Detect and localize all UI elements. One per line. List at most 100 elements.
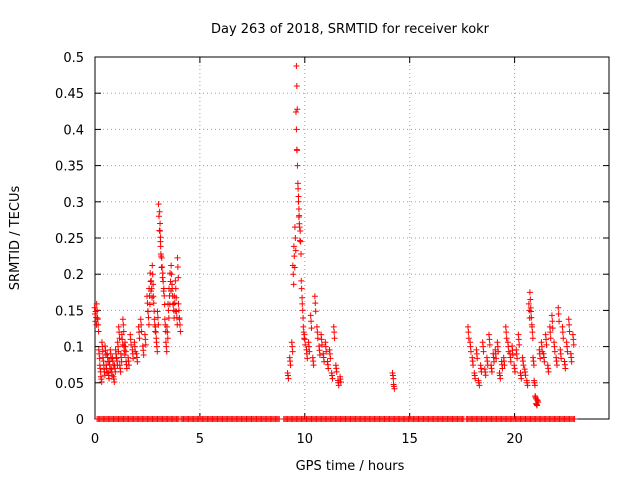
data-point [465,335,472,342]
data-point [486,341,493,348]
data-point [314,329,321,336]
data-point [502,323,509,330]
data-point [538,339,545,346]
data-point [495,348,502,355]
data-point [141,331,148,338]
data-point [542,331,549,338]
y-tick-label: 0.45 [55,87,84,102]
data-point [532,392,539,399]
y-axis-label: SRMTID / TECUs [8,186,23,291]
data-point [334,377,341,384]
data-point [165,315,172,322]
y-tick-label: 0.5 [63,51,84,66]
data-point [299,300,306,307]
data-point [298,277,305,284]
data-point [553,354,560,361]
data-point [519,354,526,361]
data-point [515,331,522,338]
data-point [497,375,504,382]
data-point [136,335,143,342]
data-point [114,339,121,346]
data-point [101,366,108,373]
data-point [170,300,177,307]
data-point [122,339,129,346]
y-tick-label: 0.2 [63,268,84,283]
data-point [527,296,534,303]
data-point [99,348,106,355]
data-point [157,227,164,234]
data-point [174,254,181,261]
data-point [154,308,161,315]
data-point [304,355,311,362]
y-tick-label: 0.25 [55,232,84,247]
data-point [168,271,175,278]
data-point [467,348,474,355]
data-point [164,329,171,336]
data-point [559,329,566,336]
data-point [322,339,329,346]
data-point [175,274,182,281]
data-point [337,378,344,385]
data-point [125,362,132,369]
data-point [297,227,304,234]
data-point [145,314,152,321]
data-point [98,378,105,385]
data-point [299,294,306,301]
data-point [390,381,397,388]
data-point [145,321,152,328]
data-point [520,362,527,369]
data-point [312,308,319,315]
data-point [167,270,174,277]
data-point [288,339,295,346]
data-point [294,147,301,154]
data-point [328,369,335,376]
data-point [555,304,562,311]
data-point [529,329,536,336]
data-point [295,198,302,205]
data-point [117,368,124,375]
data-point [293,126,300,133]
data-point [292,235,299,241]
data-point [110,373,117,380]
data-point [318,331,325,338]
data-point [93,300,100,307]
data-point [149,271,156,278]
data-point [526,289,533,296]
data-point [298,251,305,258]
data-point [568,358,575,365]
data-point [503,329,510,336]
data-point [116,362,123,369]
data-point [534,396,541,403]
data-point [562,365,569,372]
data-point [160,278,167,285]
data-point [467,339,474,346]
data-point [482,372,489,379]
data-point [316,343,323,350]
data-point [289,348,296,355]
data-point [155,201,162,208]
data-point [106,375,113,382]
data-point [471,369,478,376]
data-point [290,243,297,250]
data-point [116,335,123,342]
data-point [544,362,551,369]
data-point [472,375,479,382]
data-point [529,335,536,342]
data-point [122,348,129,355]
data-point [323,348,330,355]
data-point [120,328,127,335]
data-point [549,325,556,332]
data-point [333,368,340,375]
data-point [142,341,149,348]
x-tick-label: 20 [506,432,523,447]
data-point [128,341,135,348]
data-point [298,285,305,292]
data-point [167,288,174,295]
data-point [153,339,160,346]
data-point [294,106,301,113]
data-point [92,308,99,315]
data-point [95,328,102,335]
data-point [137,316,144,323]
data-point [312,300,319,307]
data-point [131,339,138,346]
